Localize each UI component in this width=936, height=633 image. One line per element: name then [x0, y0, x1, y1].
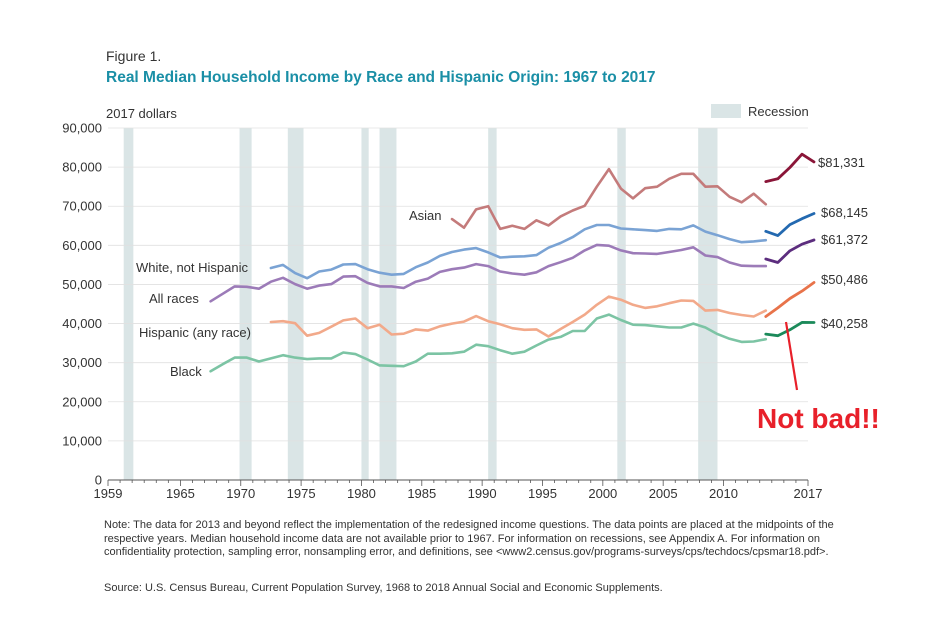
x-tick-label: 1980 [347, 486, 376, 501]
chart-title: Real Median Household Income by Race and… [106, 69, 656, 86]
series-label-all-races: All races [149, 291, 199, 306]
end-label-all-races: $61,372 [821, 232, 868, 247]
series-line-black-redesigned [764, 320, 816, 338]
figure-label: Figure 1. [106, 48, 161, 64]
series-lines [209, 152, 816, 373]
series-line-white-not-hispanic [269, 223, 768, 280]
annotation: Not bad!! [757, 321, 880, 434]
recession-bands [123, 128, 718, 480]
y-tick-label: 50,000 [62, 277, 102, 292]
end-label-asian: $81,331 [818, 155, 865, 170]
y-tick-label: 90,000 [62, 121, 102, 136]
series-line-all-races-redesigned [764, 238, 816, 264]
end-label-black: $40,258 [821, 316, 868, 331]
y-tick-label: 80,000 [62, 160, 102, 175]
x-tick-label: 1985 [407, 486, 436, 501]
series-label-asian: Asian [409, 208, 442, 223]
recession-band-1 [123, 128, 134, 480]
x-tick-label: 1970 [226, 486, 255, 501]
recession-band-5 [379, 128, 397, 480]
series-line-asian [450, 167, 768, 231]
x-tick-label: 2017 [794, 486, 823, 501]
y-tick-label: 60,000 [62, 238, 102, 253]
recession-band-7 [617, 128, 626, 480]
chart-note: Note: The data for 2013 and beyond refle… [104, 519, 834, 559]
y-tick-label: 0 [95, 473, 102, 488]
series-line-black [209, 313, 768, 373]
annotation-pointer-line [784, 321, 799, 391]
end-label-white: $68,145 [821, 205, 868, 220]
y-tick-label: 10,000 [62, 433, 102, 448]
series-label-white: White, not Hispanic [136, 260, 248, 275]
series-label-hispanic: Hispanic (any race) [139, 325, 251, 340]
x-tick-label: 2010 [709, 486, 738, 501]
series-labels: Asian White, not Hispanic All races Hisp… [136, 208, 442, 379]
series-line-hispanic-any-race [269, 295, 768, 338]
y-tick-label: 20,000 [62, 394, 102, 409]
recession-legend-label: Recession [748, 104, 809, 119]
x-tick-label: 2005 [649, 486, 678, 501]
recession-band-3 [287, 128, 304, 480]
x-tick-label: 1975 [287, 486, 316, 501]
series-line-hispanic-any-race-redesigned [764, 281, 816, 318]
y-unit-label: 2017 dollars [106, 106, 177, 121]
recession-band-8 [698, 128, 718, 480]
x-tick-label: 1965 [166, 486, 195, 501]
y-axis-ticks: 0 10,000 20,000 30,000 40,000 50,000 60,000 70,… [62, 121, 102, 488]
y-tick-label: 70,000 [62, 199, 102, 214]
recession-legend-swatch [711, 104, 741, 118]
series-line-asian-redesigned [764, 152, 816, 184]
legend: Recession [711, 104, 809, 119]
recession-band-4 [361, 128, 369, 480]
series-line-all-races [209, 243, 768, 303]
x-axis-ticks: 1959 1965 1970 1975 1980 1985 1990 1995 2000 2005… [94, 480, 823, 501]
chart-source: Source: U.S. Census Bureau, Current Popu… [104, 582, 663, 594]
y-tick-label: 40,000 [62, 316, 102, 331]
recession-band-2 [239, 128, 252, 480]
x-tick-label: 1990 [468, 486, 497, 501]
series-line-white-not-hispanic-redesigned [764, 212, 816, 238]
series-label-black: Black [170, 364, 202, 379]
end-value-labels: $81,331 $68,145 $61,372 $50,486 $40,258 [818, 155, 868, 331]
x-tick-label: 1959 [94, 486, 123, 501]
end-label-hispanic: $50,486 [821, 272, 868, 287]
x-tick-label: 2000 [588, 486, 617, 501]
recession-band-6 [488, 128, 497, 480]
annotation-text: Not bad!! [757, 403, 880, 434]
y-tick-label: 30,000 [62, 355, 102, 370]
x-tick-label: 1995 [528, 486, 557, 501]
